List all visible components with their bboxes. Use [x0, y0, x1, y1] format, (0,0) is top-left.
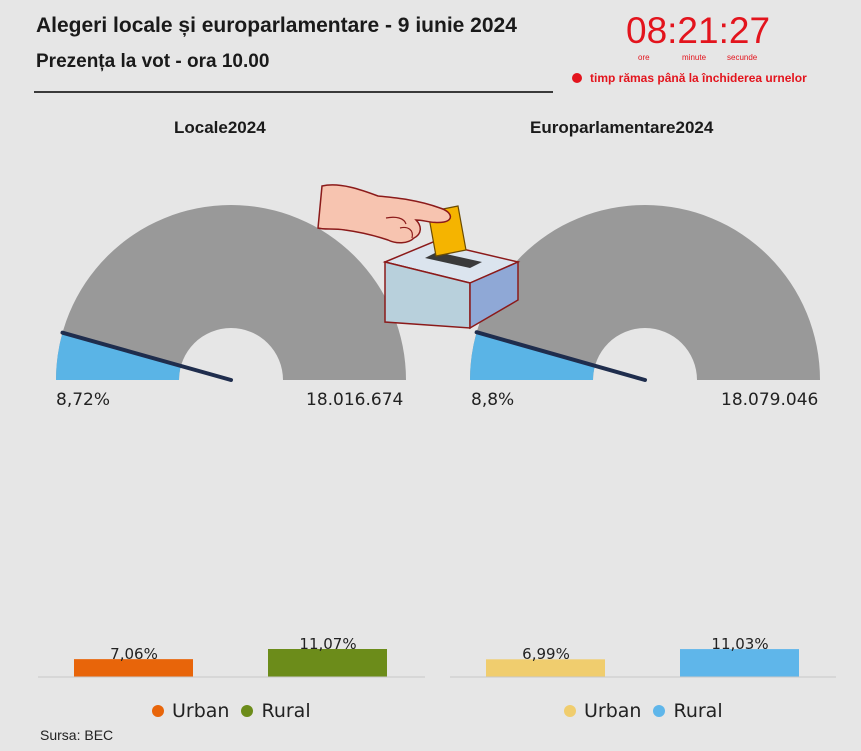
clock-unit-hours: ore — [638, 53, 650, 62]
legend-dot-icon — [241, 705, 254, 717]
bar-label-euro-rural: 11,03% — [711, 635, 769, 653]
legend-label: Rural — [673, 700, 723, 722]
bar-label-locale-urban: 7,06% — [110, 645, 158, 663]
gauge-fill-locale — [56, 332, 181, 380]
countdown-label: timp rămas până la închiderea urnelor — [590, 71, 807, 85]
page-subtitle: Prezența la vot - ora 10.00 — [36, 51, 270, 72]
bar-label-euro-urban: 6,99% — [522, 645, 570, 663]
ballot-box-icon — [317, 184, 521, 330]
gauge-max-euro: 18.079.046 — [721, 390, 819, 410]
gauge-value-euro: 8,8% — [471, 390, 515, 410]
bar-euro-rural — [680, 649, 799, 677]
gauge-max-locale: 18.016.674 — [306, 390, 404, 410]
legend-dot-icon — [152, 705, 164, 717]
legend-item-rural: Rural — [241, 700, 311, 722]
legend-item-urban: Urban — [564, 700, 641, 722]
bar-euro-urban — [486, 659, 605, 677]
page-title: Alegeri locale și europarlamentare - 9 i… — [36, 14, 517, 37]
gauge-needle-locale — [60, 330, 233, 382]
title-divider — [34, 91, 553, 93]
gauge-value-locale: 8,72% — [56, 390, 111, 410]
clock-unit-seconds: secunde — [727, 53, 758, 62]
legend-item-rural: Rural — [653, 700, 723, 722]
legend-label: Urban — [172, 700, 230, 722]
countdown-dot-icon — [572, 73, 582, 83]
bar-locale-urban — [74, 659, 193, 677]
gauge-arc-locale — [56, 205, 406, 380]
source-note: Sursa: BEC — [40, 727, 114, 743]
legend-label: Rural — [261, 700, 311, 722]
legend-dot-icon — [564, 705, 576, 717]
gauge-title-locale: Locale2024 — [174, 118, 266, 137]
gauge-title-euro: Europarlamentare2024 — [530, 118, 714, 137]
clock-unit-minutes: minute — [682, 53, 707, 62]
legend-euro: Urban Rural — [564, 700, 735, 722]
legend-dot-icon — [653, 705, 666, 717]
bar-label-locale-rural: 11,07% — [299, 635, 357, 653]
gauge-arc-euro — [470, 205, 820, 380]
legend-item-urban: Urban — [152, 700, 229, 722]
countdown-clock: 08:21:27 — [626, 10, 771, 51]
gauge-needle-euro — [474, 330, 647, 382]
legend-locale: Urban Rural — [152, 700, 323, 722]
bar-locale-rural — [268, 649, 387, 677]
legend-label: Urban — [584, 700, 642, 722]
gauge-fill-euro — [470, 332, 595, 380]
